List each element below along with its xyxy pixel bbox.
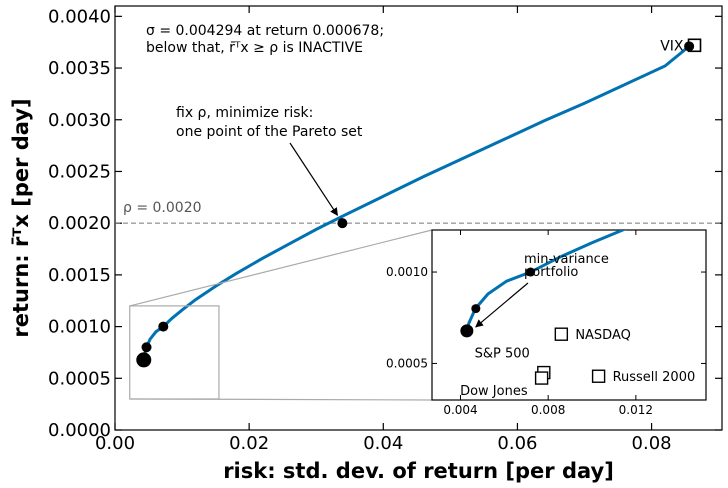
asset-label: Russell 2000 [613, 370, 696, 385]
sigma-annotation-line1: σ = 0.004294 at return 0.000678; [146, 23, 384, 39]
x-tick-label: 0.02 [229, 433, 269, 454]
minvar-annotation-line2: portfolio [524, 265, 578, 280]
y-tick-label: 0.0030 [48, 110, 111, 131]
zoom-connector-bottom [129, 398, 433, 401]
y-tick-label: 0.0000 [48, 420, 111, 441]
y-tick-label: 0.0010 [48, 317, 111, 338]
y-tick-label: 0.0005 [48, 368, 111, 389]
x-axis-title: risk: std. dev. of return [per day] [223, 459, 614, 483]
pareto-arrow [289, 142, 338, 217]
minvar-annotation-line1: min-variance [524, 252, 609, 267]
inset-y-tick-label: 0.0010 [386, 265, 428, 279]
inset-pareto-point [460, 324, 474, 338]
x-tick-label: 0.08 [632, 433, 672, 454]
asset-label: NASDAQ [575, 328, 631, 343]
y-tick-label: 0.0020 [48, 213, 111, 234]
inset-x-tick-label: 0.012 [619, 403, 653, 417]
y-tick-label: 0.0035 [48, 58, 111, 79]
x-tick-label: 0.00 [95, 433, 135, 454]
asset-marker [534, 371, 549, 385]
main-plot-area: 0.00 0.02 0.04 0.06 0.080.00000.00050.00100.… [48, 5, 723, 454]
rho-label: ρ = 0.0020 [123, 200, 202, 216]
pareto-point [337, 218, 348, 229]
zoom-indicator [129, 229, 433, 401]
y-tick-label: 0.0040 [48, 6, 111, 27]
inset-y-tick-label: 0.0005 [386, 356, 428, 370]
inset-plot: 0.004 0.008 0.012 0.0005 0.0010 NASDAQ Russell… [386, 229, 707, 417]
inset-x-tick-label: 0.008 [531, 403, 565, 417]
y-tick-label: 0.0015 [48, 265, 111, 286]
inset-pareto-point [471, 304, 481, 314]
inset-frame [431, 229, 707, 401]
x-tick-label: 0.06 [497, 433, 537, 454]
inset-x-tick-label: 0.004 [443, 403, 477, 417]
pareto-annotation-line2: one point of the Pareto set [176, 124, 363, 140]
pareto-point [141, 342, 152, 353]
axes-frame [114, 5, 723, 431]
y-axis-title: return: r̄ᵀx [per day] [9, 98, 33, 337]
pareto-point [158, 321, 169, 332]
sigma-annotation-line2: below that, r̄ᵀx ≥ ρ is INACTIVE [146, 40, 363, 56]
asset-marker [554, 327, 569, 341]
asset-label-vix: VIX [660, 38, 684, 54]
asset-label: Dow Jones [460, 384, 528, 399]
y-tick-label: 0.0025 [48, 161, 111, 182]
asset-marker [591, 369, 606, 383]
asset-marker-vix [687, 38, 702, 53]
frontier-line [142, 45, 691, 361]
asset-label: S&P 500 [475, 347, 530, 362]
inset-frontier-line [465, 230, 627, 332]
pareto-point [136, 352, 152, 368]
inset-pareto-point [526, 267, 536, 277]
annotations: risk: std. dev. of return [per day] retur… [9, 23, 684, 483]
minvar-arrow [475, 282, 529, 328]
zoom-connector-top [129, 229, 433, 307]
x-tick-label: 0.04 [363, 433, 403, 454]
pareto-annotation-line1: fix ρ, minimize risk: [176, 105, 313, 121]
